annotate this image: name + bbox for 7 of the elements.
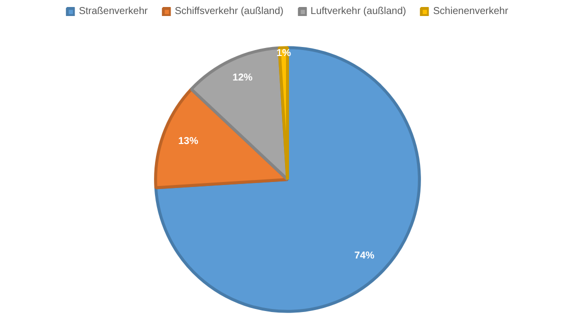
data-label: 13% (178, 136, 198, 148)
legend-label: Schiffsverkehr (außland) (174, 6, 284, 17)
legend-label: Straßenverkehr (78, 6, 148, 17)
legend-label: Schienenverkehr (433, 6, 508, 17)
data-label: 12% (232, 72, 253, 84)
legend-label: Luftverkehr (außland) (310, 6, 406, 17)
data-label: 74% (354, 250, 375, 262)
